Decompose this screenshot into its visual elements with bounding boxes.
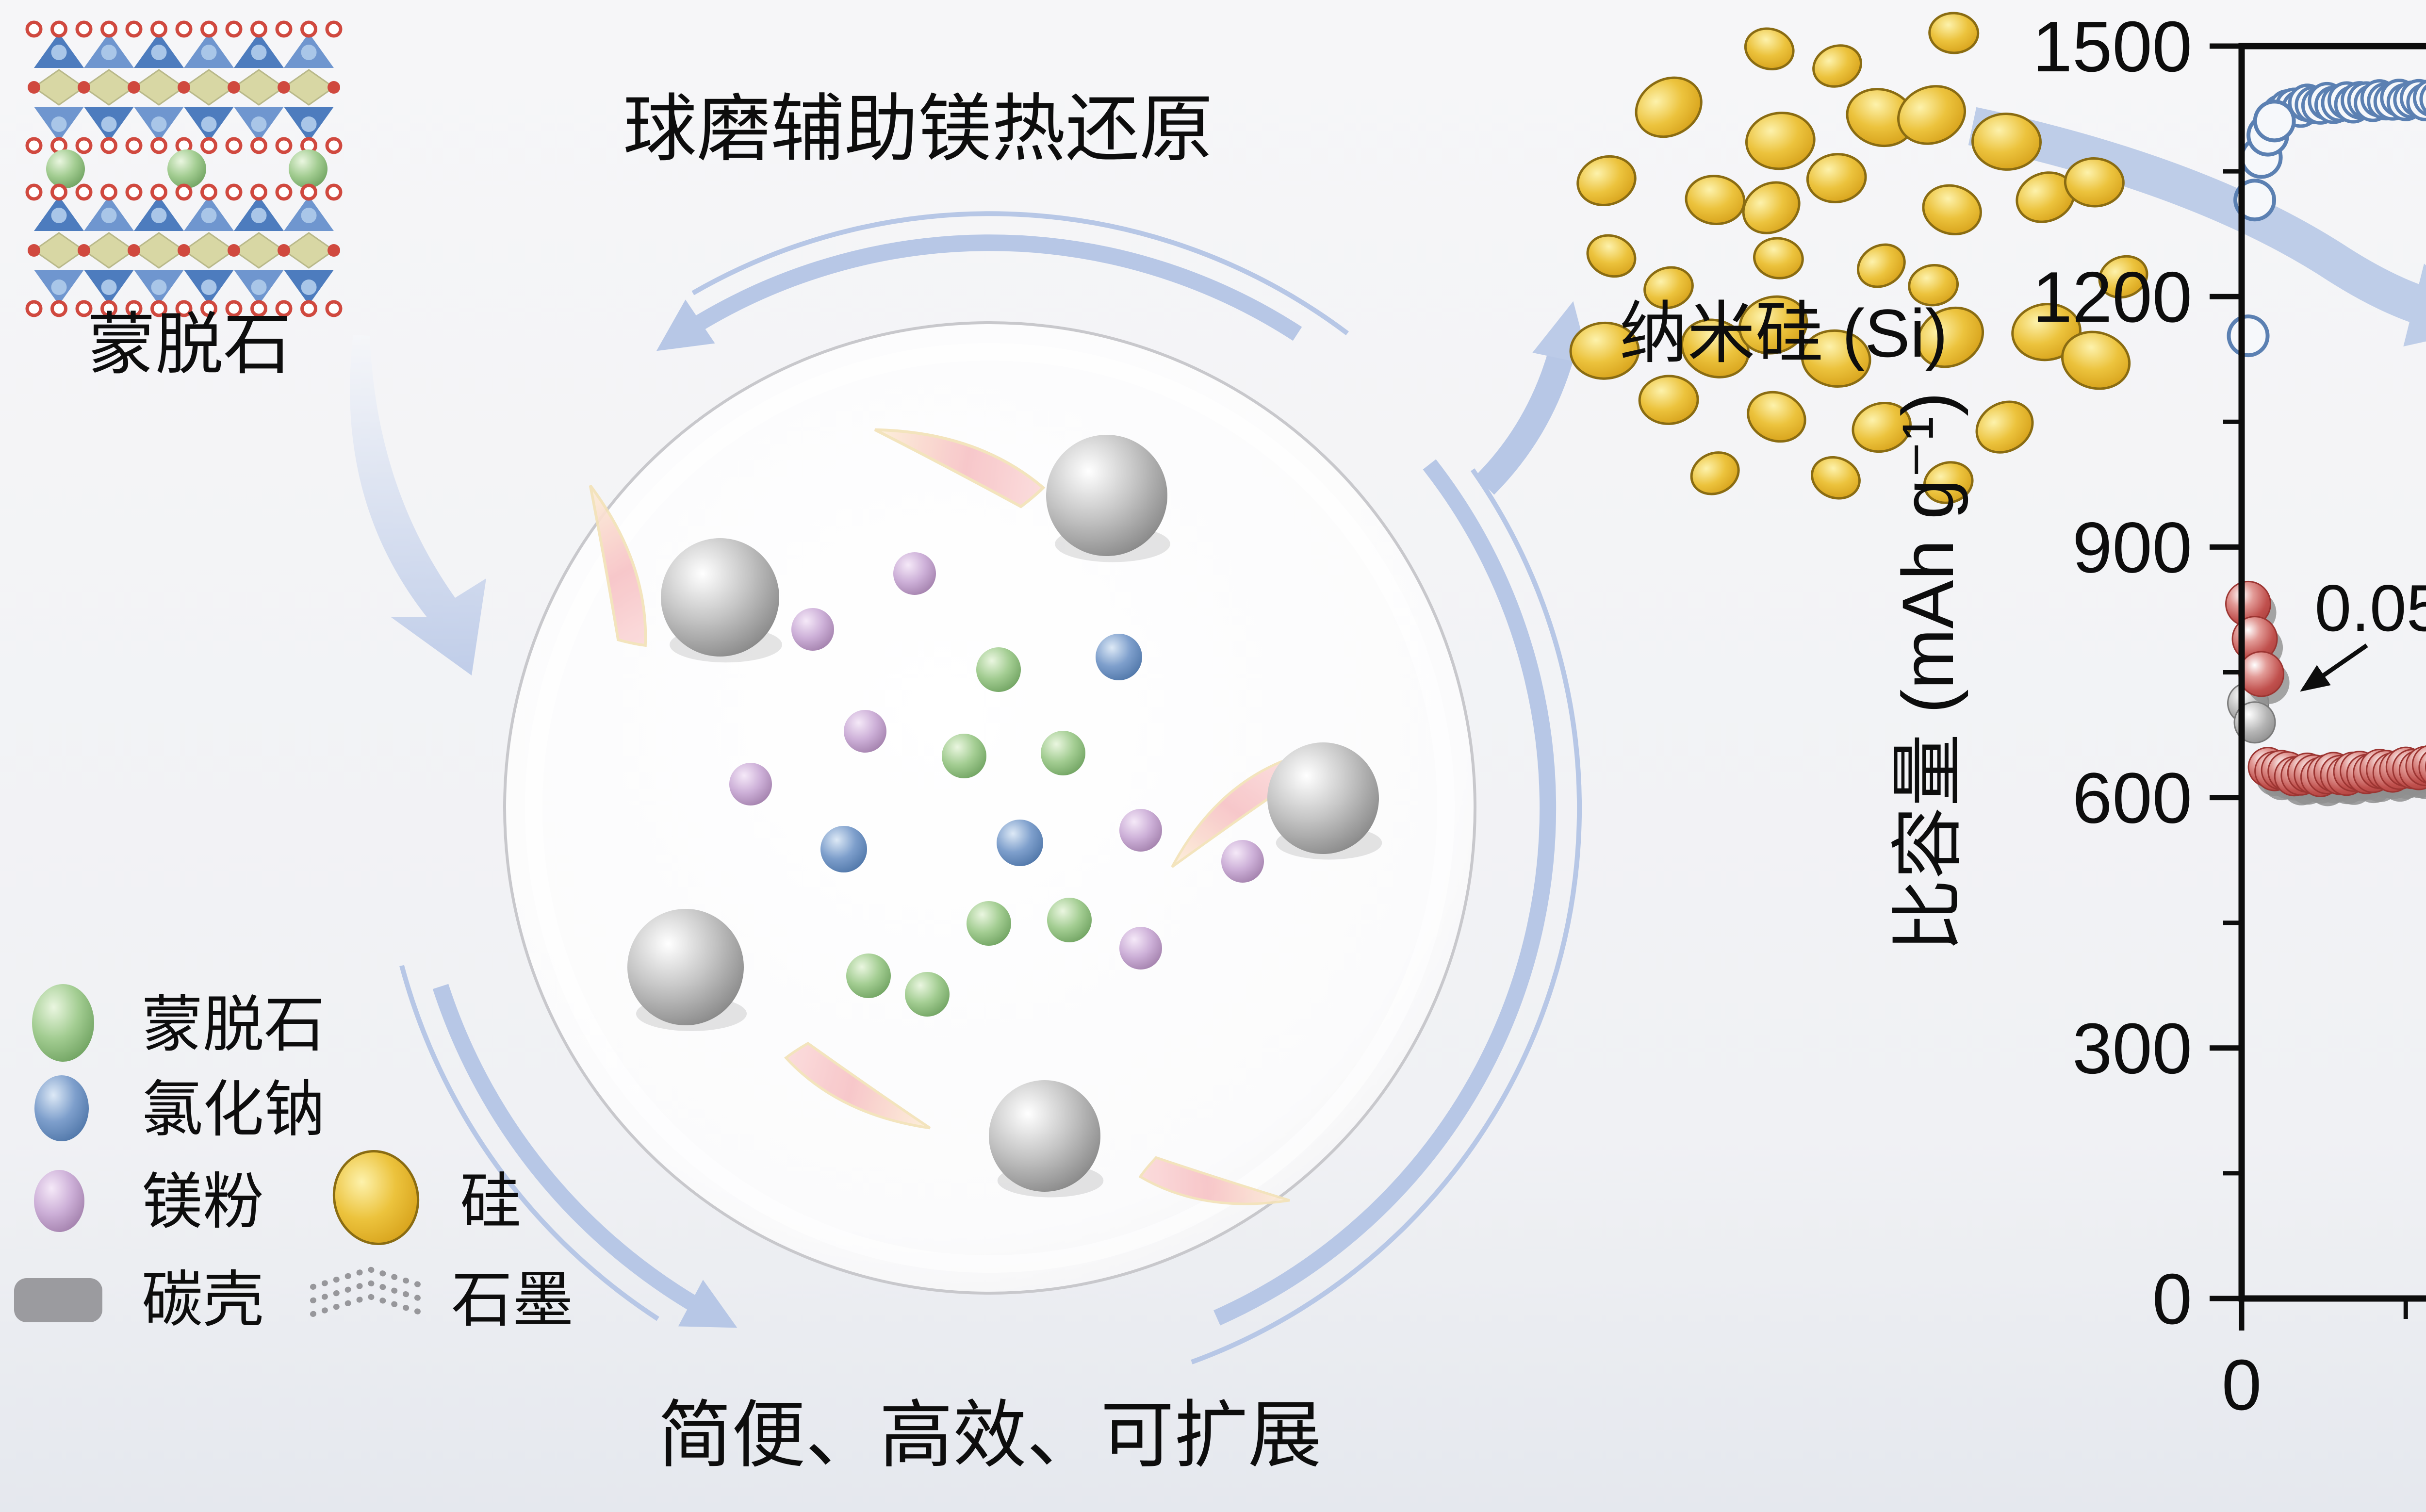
nacl-sphere-icon — [34, 1075, 89, 1141]
silicon-particle-icon — [332, 1150, 420, 1245]
graphite-mesh-icon — [310, 1266, 429, 1317]
svg-text:0: 0 — [2152, 1259, 2192, 1339]
crystal-label: 蒙脱石 — [87, 306, 291, 382]
mill-flames — [589, 428, 1290, 1205]
legend-carbon-label: 碳壳 — [142, 1265, 264, 1334]
rotation-arc-right — [1213, 459, 1557, 1326]
rotation-arrows — [399, 211, 1582, 1364]
rotation-arc-outer-top — [691, 211, 1349, 335]
slogan: 简便、高效、可扩展 — [658, 1394, 1322, 1477]
chart-data-layer — [2225, 79, 2426, 806]
si-to-chart-arrow — [1968, 107, 2426, 347]
svg-text:0: 0 — [2222, 1345, 2262, 1425]
legend-montmorillonite-label: 蒙脱石 — [142, 990, 325, 1059]
rotation-arc-outer-right — [1191, 468, 1582, 1364]
svg-text:1200: 1200 — [2033, 257, 2192, 337]
legend-nacl-label: 氯化钠 — [142, 1075, 325, 1144]
mill-to-si-arrow — [1475, 301, 1590, 495]
svg-text:300: 300 — [2072, 1009, 2192, 1089]
axis-ticks: 030060090012001500406080100050100150200 — [2033, 7, 2408, 1425]
rotation-arc-bottom-left — [432, 984, 738, 1328]
mill-jar-inner-ring — [525, 343, 1455, 1273]
rotation-arc-top — [656, 234, 1302, 351]
nano-si-label: 纳米硅 (Si) — [1620, 295, 1948, 371]
legend-graphite-label: 石墨 — [451, 1265, 574, 1334]
material-legend: 蒙脱石 氯化钠 镁粉 硅 碳壳 石墨 — [14, 984, 574, 1334]
legend-mg-label: 镁粉 — [142, 1167, 264, 1236]
y-left-axis-title: 比容量 (mAh g⁻¹) — [1887, 392, 1968, 952]
svg-text:1500: 1500 — [2033, 7, 2192, 87]
ball-mill — [503, 321, 1476, 1295]
milling-balls — [627, 435, 1382, 1198]
process-title: 球磨辅助镁热还原 — [623, 88, 1213, 170]
annotation-arrow-initial — [2300, 643, 2368, 692]
mg-powder-sphere-icon — [34, 1170, 84, 1232]
legend-si-label: 硅 — [460, 1167, 521, 1236]
crystal-to-mill-arrow — [350, 335, 486, 675]
annotation-rate-initial: 0.05C — [2315, 571, 2426, 645]
montmorillonite-sphere-icon — [32, 984, 94, 1062]
powder-particles — [729, 552, 1264, 1017]
cycling-performance-chart: 030060090012001500406080100050100150200 … — [1887, 7, 2426, 1425]
rotation-arc-outer-left — [399, 965, 659, 1321]
svg-text:900: 900 — [2072, 508, 2192, 588]
svg-text:600: 600 — [2072, 758, 2192, 838]
carbon-shell-icon — [14, 1278, 102, 1322]
nano-silicon-cluster — [1569, 12, 2148, 504]
montmorillonite-structure-icon — [25, 20, 343, 317]
